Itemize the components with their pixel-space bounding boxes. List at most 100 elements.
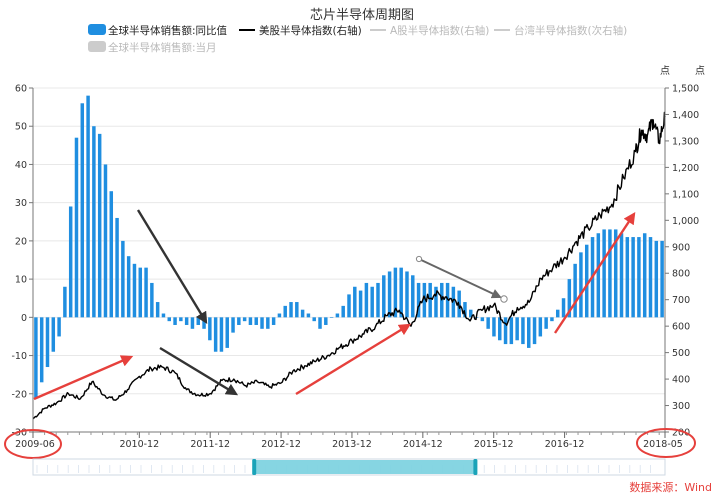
annotations-group [4, 209, 696, 459]
bar [341, 305, 345, 318]
bar [538, 317, 543, 337]
bar [92, 126, 96, 318]
bar [498, 317, 502, 341]
bar [370, 286, 374, 318]
bar [97, 133, 102, 318]
y-left-tick-label: 40 [15, 160, 27, 171]
bar [63, 286, 67, 318]
legend-item: 美股半导体指数(右轴) [239, 24, 362, 37]
line-group [32, 111, 666, 420]
y-right-tick-label: 1,300 [672, 136, 699, 147]
bar [121, 240, 125, 318]
bar [115, 217, 119, 318]
bar [219, 317, 224, 352]
legend-label: 台湾半导体指数(次右轴) [514, 24, 627, 37]
y-right-tick-label: 1,200 [672, 163, 699, 174]
bar [57, 317, 61, 337]
bar [550, 317, 554, 322]
slider-window [254, 460, 476, 474]
bar [184, 317, 189, 325]
x-tick-label: 2015-12 [474, 439, 514, 450]
bar [602, 229, 606, 318]
bar [248, 317, 253, 325]
bar [353, 286, 357, 318]
bar [138, 267, 143, 318]
y-right-tick-label: 1,000 [672, 216, 699, 227]
bar [39, 317, 44, 383]
bar [237, 317, 241, 325]
y-right-tick-label: 400 [672, 375, 690, 386]
bar [463, 302, 467, 318]
y-right-unit: 点 [660, 65, 670, 77]
bar [596, 233, 601, 318]
chart-title: 芯片半导体周期图 [310, 8, 414, 23]
bar [527, 317, 531, 348]
bar [213, 317, 218, 352]
data-source-note: 数据来源：Wind [629, 480, 712, 494]
bar [422, 282, 427, 318]
bar [161, 313, 166, 318]
bar [254, 317, 258, 325]
y-right-tick-label: 1,100 [672, 189, 699, 200]
bar [347, 294, 351, 318]
bar [318, 317, 322, 329]
bar [486, 317, 490, 329]
bar [74, 137, 79, 318]
bar [126, 256, 131, 318]
y-right-tick-label: 500 [672, 348, 690, 359]
y-right-tick-label: 800 [672, 269, 690, 280]
pointer-target [500, 295, 508, 303]
legend-swatch [88, 41, 106, 52]
bar [335, 313, 340, 318]
bar [109, 191, 114, 318]
bar [567, 279, 572, 318]
y-left-tick-label: -30 [11, 428, 27, 439]
x-tick-label: 2011-12 [190, 439, 230, 450]
x-tick-label: 2012-12 [261, 439, 301, 450]
legend-label: 全球半导体销售额:当月 [108, 41, 217, 54]
legend-swatch [88, 24, 106, 35]
bar [364, 282, 369, 318]
bar [561, 298, 566, 318]
zoom-slider[interactable] [32, 458, 666, 476]
bar [266, 317, 270, 329]
bar [654, 240, 659, 318]
bar [480, 317, 485, 322]
bar [358, 290, 363, 318]
bar [329, 317, 334, 318]
y-right-tick-label: 200 [672, 428, 690, 439]
axes-group: 60 50 40 30 20 10 0 -10 -20 -30 1,500 1,400 1,300 1,2… [11, 65, 705, 450]
down-arrow-2011 [159, 346, 239, 396]
bar [428, 282, 432, 318]
bar [68, 206, 73, 318]
bar [660, 240, 664, 318]
bar [451, 286, 456, 318]
bar [382, 275, 386, 318]
y-right-tick-label: 1,500 [672, 84, 699, 95]
bar [584, 244, 589, 318]
bar [271, 317, 276, 325]
bar [642, 233, 647, 318]
bar [376, 282, 380, 318]
y-right-tick-label: 900 [672, 242, 690, 253]
bar [51, 317, 56, 352]
legend-label: 美股半导体指数(右轴) [259, 24, 362, 37]
x-tick-label: 2009-06 [15, 439, 55, 450]
bar [393, 267, 398, 318]
y-left-tick-label: 50 [15, 122, 27, 133]
bar [445, 282, 450, 318]
bar [300, 309, 305, 318]
bar [515, 317, 519, 341]
bar [312, 317, 316, 322]
bar [155, 302, 160, 318]
bar [34, 317, 38, 398]
pointer-2015 [418, 258, 502, 299]
y-right-tick-label: 600 [672, 322, 690, 333]
bar [45, 317, 50, 368]
bar [242, 317, 247, 322]
legend: 全球半导体销售额:同比值 美股半导体指数(右轴) A股半导体指数(右轴) 台湾半导体指… [88, 24, 627, 54]
y-right-tick-label: 300 [672, 401, 690, 412]
bar [225, 317, 229, 348]
